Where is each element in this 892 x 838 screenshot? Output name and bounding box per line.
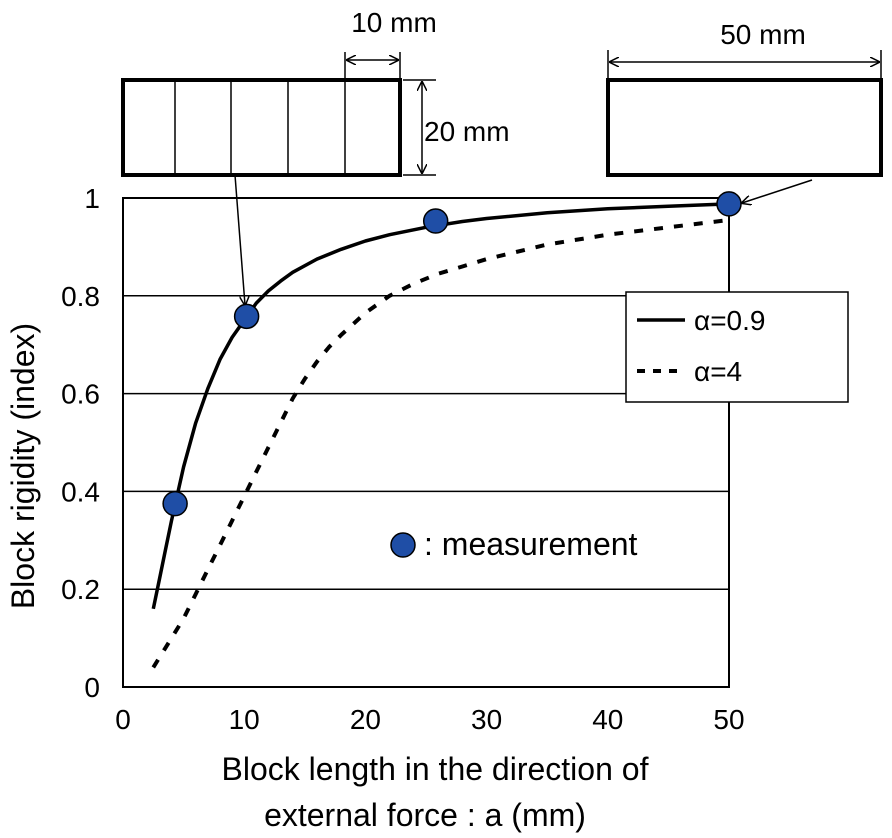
x-tick-label: 40 [592,704,623,735]
x-tick-label: 20 [350,704,381,735]
solid-block [606,78,883,177]
y-axis-ticks: 0 0.2 0.4 0.6 0.8 1 [61,183,100,703]
segment-width-label: 10 mm [351,7,437,38]
x-tick-label: 0 [115,704,131,735]
series-lines [151,202,730,669]
solid-block-width-label: 50 mm [720,19,806,50]
legend-label-alpha-4: α=4 [694,356,742,387]
measurement-point [233,303,260,330]
series-line-alpha-4 [151,218,730,669]
measurement-point [716,191,742,217]
y-axis-label: Block rigidity (index) [5,323,41,609]
measurement-point [162,490,188,517]
y-tick-label: 0.6 [61,379,100,410]
measurement-point [422,208,449,234]
y-tick-label: 0.2 [61,574,100,605]
segmented-block [121,78,402,177]
segmented-block-diagram: 10 mm 20 mm [121,7,510,177]
solid-block-pointer-arrow [742,179,813,203]
y-tick-label: 0.8 [61,281,100,312]
x-axis-ticks: 0 10 20 30 40 50 [115,704,744,735]
legend: α=0.9 α=4 [625,291,849,403]
measurement-legend-marker [390,532,416,558]
x-tick-label: 30 [471,704,502,735]
solid-block-diagram: 50 mm [606,19,883,177]
plot-frame [122,197,730,688]
y-tick-label: 0.4 [61,476,100,507]
segmented-block-pointer-arrow [234,174,245,305]
measurement-legend-label: : measurement [424,526,638,562]
x-axis-label-line-1: Block length in the direction of [222,751,649,787]
legend-label-alpha-0-9: α=0.9 [694,305,765,336]
legend-box [625,291,849,403]
y-tick-label: 0 [84,672,100,703]
plot-area: 0 0.2 0.4 0.6 0.8 1 0 10 20 30 40 50 [61,183,745,735]
x-tick-label: 50 [713,704,744,735]
block-height-label: 20 mm [424,116,510,147]
series-line-alpha-0-9 [151,202,730,610]
y-tick-label: 1 [84,183,100,214]
measurement-markers [162,191,742,517]
x-tick-label: 10 [229,704,260,735]
x-axis-label-line-2: external force : a (mm) [264,797,586,833]
